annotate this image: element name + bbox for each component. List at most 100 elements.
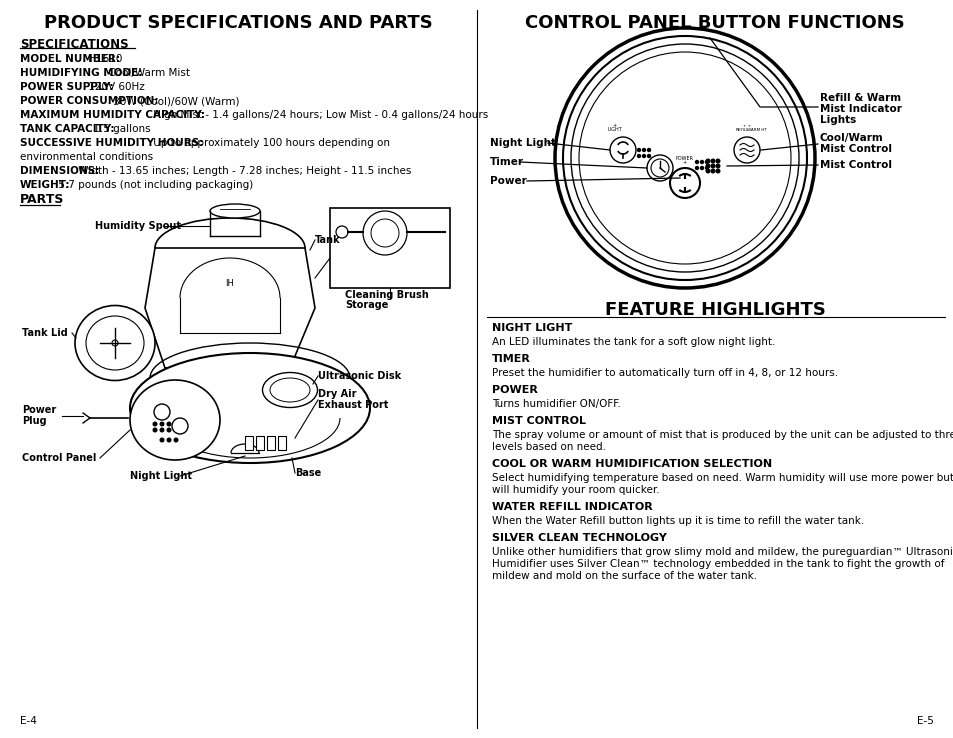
Text: Up to approximately 100 hours depending on: Up to approximately 100 hours depending … [150, 138, 390, 148]
Text: Tank Lid: Tank Lid [22, 328, 68, 338]
Circle shape [710, 159, 714, 163]
Text: Select humidifying temperature based on need. Warm humidity will use more power : Select humidifying temperature based on … [492, 473, 953, 483]
Circle shape [160, 428, 164, 432]
Circle shape [647, 154, 650, 157]
Text: MODEL NUMBER:: MODEL NUMBER: [20, 54, 120, 64]
Text: 5.7 pounds (not including packaging): 5.7 pounds (not including packaging) [55, 180, 253, 190]
Circle shape [669, 168, 700, 198]
Ellipse shape [210, 204, 260, 218]
Text: +: + [612, 123, 617, 128]
Bar [267, 436, 274, 450]
Polygon shape [145, 248, 314, 368]
Circle shape [716, 164, 720, 168]
Circle shape [647, 148, 650, 151]
Ellipse shape [86, 316, 144, 370]
Circle shape [641, 154, 645, 157]
Text: Preset the humidifier to automatically turn off in 4, 8, or 12 hours.: Preset the humidifier to automatically t… [492, 368, 838, 378]
Text: 1.5 gallons: 1.5 gallons [90, 124, 151, 134]
Text: SUCCESSIVE HUMIDITY HOURS:: SUCCESSIVE HUMIDITY HOURS: [20, 138, 203, 148]
Text: FEATURE HIGHLIGHTS: FEATURE HIGHLIGHTS [604, 301, 824, 319]
Text: TIMER: TIMER [492, 354, 530, 364]
Text: Mist Indicator: Mist Indicator [820, 104, 901, 114]
Circle shape [167, 428, 171, 432]
Text: Lights: Lights [820, 115, 856, 125]
Text: High Mist - 1.4 gallons/24 hours; Low Mist - 0.4 gallons/24 hours: High Mist - 1.4 gallons/24 hours; Low Mi… [150, 110, 488, 120]
Text: HUMIDIFYING MODE:: HUMIDIFYING MODE: [20, 68, 142, 78]
Text: POWER: POWER [492, 385, 537, 395]
Text: Plug: Plug [22, 416, 47, 426]
Ellipse shape [130, 380, 220, 460]
Circle shape [335, 226, 348, 238]
Circle shape [160, 438, 164, 442]
Circle shape [695, 160, 698, 164]
Text: E-5: E-5 [916, 716, 933, 726]
Circle shape [733, 137, 760, 163]
Circle shape [716, 159, 720, 163]
Text: TANK CAPACITY:: TANK CAPACITY: [20, 124, 114, 134]
Circle shape [641, 148, 645, 151]
Text: Refill & Warm: Refill & Warm [820, 93, 901, 103]
Text: E-4: E-4 [20, 716, 37, 726]
Text: Power: Power [22, 405, 56, 415]
Circle shape [153, 428, 156, 432]
Text: Humidifier uses Silver Clean™ technology embedded in the tank to fight the growt: Humidifier uses Silver Clean™ technology… [492, 559, 943, 569]
Circle shape [160, 422, 164, 426]
Text: An LED illuminates the tank for a soft glow night light.: An LED illuminates the tank for a soft g… [492, 337, 775, 347]
Circle shape [705, 169, 709, 173]
Text: SPECIFICATIONS: SPECIFICATIONS [20, 38, 129, 51]
Bar [245, 436, 253, 450]
Circle shape [153, 422, 156, 426]
Circle shape [112, 340, 118, 346]
Text: Base: Base [294, 468, 321, 478]
Text: H1610: H1610 [85, 54, 122, 64]
Text: Cleaning Brush: Cleaning Brush [345, 290, 428, 300]
Circle shape [700, 167, 702, 170]
Circle shape [695, 167, 698, 170]
Text: Turns humidifier ON/OFF.: Turns humidifier ON/OFF. [492, 399, 620, 409]
Text: WATER REFILL INDICATOR: WATER REFILL INDICATOR [492, 502, 652, 512]
Text: environmental conditions: environmental conditions [20, 152, 153, 162]
Text: Night Light: Night Light [490, 138, 556, 148]
Circle shape [700, 160, 702, 164]
Circle shape [716, 169, 720, 173]
Text: IH: IH [225, 278, 234, 288]
Bar [255, 436, 264, 450]
Bar [277, 436, 286, 450]
Text: Cool/Warm: Cool/Warm [820, 133, 882, 143]
Circle shape [710, 164, 714, 168]
Text: Ultrasonic Disk: Ultrasonic Disk [317, 371, 401, 381]
Circle shape [363, 211, 407, 255]
Text: PARTS: PARTS [20, 193, 64, 206]
Text: Dry Air: Dry Air [317, 389, 356, 399]
Text: COOL OR WARM HUMIDIFICATION SELECTION: COOL OR WARM HUMIDIFICATION SELECTION [492, 459, 771, 469]
Text: Control Panel: Control Panel [22, 453, 96, 463]
Circle shape [153, 404, 170, 420]
Text: Humidity Spout: Humidity Spout [95, 221, 181, 231]
Circle shape [646, 155, 672, 181]
Text: REFILL: REFILL [735, 128, 748, 132]
Text: Tank: Tank [314, 235, 340, 245]
Text: MAXIMUM HUMIDITY CAPACITY:: MAXIMUM HUMIDITY CAPACITY: [20, 110, 205, 120]
Text: LIGHT: LIGHT [607, 127, 621, 132]
Bar [330, 208, 450, 288]
Text: 30W (Cool)/60W (Warm): 30W (Cool)/60W (Warm) [110, 96, 239, 106]
Circle shape [174, 438, 177, 442]
Circle shape [705, 160, 708, 164]
Text: MIST CONTROL: MIST CONTROL [492, 416, 585, 426]
Ellipse shape [75, 306, 154, 381]
Text: When the Water Refill button lights up it is time to refill the water tank.: When the Water Refill button lights up i… [492, 516, 863, 526]
Text: WARM HT: WARM HT [746, 128, 766, 132]
Circle shape [578, 52, 790, 264]
Ellipse shape [130, 353, 370, 463]
Circle shape [650, 159, 668, 177]
Text: will humidify your room quicker.: will humidify your room quicker. [492, 485, 659, 495]
Circle shape [167, 438, 171, 442]
Text: Mist Control: Mist Control [820, 160, 891, 170]
Circle shape [705, 164, 709, 168]
Ellipse shape [262, 373, 317, 407]
Text: POWER SUPPLY:: POWER SUPPLY: [20, 82, 113, 92]
Circle shape [172, 418, 188, 434]
Text: NIGHT LIGHT: NIGHT LIGHT [492, 323, 572, 333]
Text: + +: + + [742, 124, 750, 128]
Text: Unlike other humidifiers that grow slimy mold and mildew, the pureguardian™ Ultr: Unlike other humidifiers that grow slimy… [492, 547, 953, 557]
